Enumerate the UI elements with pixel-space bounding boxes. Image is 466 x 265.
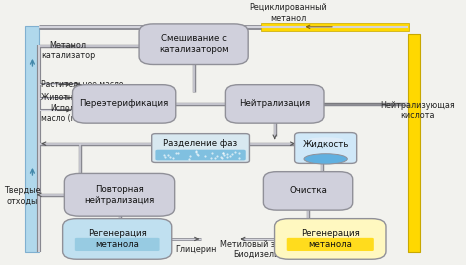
Point [232, 150, 239, 154]
Point [192, 149, 199, 153]
Point [194, 153, 202, 157]
Point [223, 154, 231, 159]
Text: Жидкость: Жидкость [302, 140, 349, 149]
FancyBboxPatch shape [263, 172, 353, 210]
Bar [408, 34, 420, 252]
Point [175, 151, 182, 155]
Point [212, 156, 219, 160]
Point [218, 156, 226, 160]
Text: Метанол
катализатор: Метанол катализатор [41, 41, 95, 60]
Text: Переэтерификация: Переэтерификация [80, 99, 169, 108]
Point [167, 155, 174, 159]
Point [207, 156, 215, 160]
FancyBboxPatch shape [155, 150, 246, 160]
FancyBboxPatch shape [139, 24, 248, 64]
Text: Метиловый эфир
Биодизель: Метиловый эфир Биодизель [220, 240, 292, 259]
FancyBboxPatch shape [64, 173, 175, 216]
FancyBboxPatch shape [287, 238, 374, 251]
Point [162, 155, 169, 159]
Text: Животный жир: Животный жир [41, 93, 103, 102]
Point [186, 153, 194, 158]
Point [235, 151, 242, 155]
Point [235, 156, 243, 160]
Point [219, 151, 227, 156]
Bar [26, 26, 39, 252]
Point [208, 151, 216, 156]
Point [226, 154, 233, 158]
Point [192, 150, 200, 154]
FancyBboxPatch shape [75, 238, 159, 251]
Text: Использованное
масло (после жарки): Использованное масло (после жарки) [41, 104, 125, 123]
Point [213, 154, 220, 158]
Point [160, 152, 167, 157]
Text: Рециклированный
метанол: Рециклированный метанол [250, 3, 328, 23]
Point [201, 154, 209, 158]
Ellipse shape [304, 154, 347, 164]
FancyBboxPatch shape [226, 85, 324, 123]
Point [218, 155, 225, 160]
Text: Глицерин: Глицерин [175, 245, 217, 254]
Bar [261, 23, 409, 31]
FancyBboxPatch shape [295, 132, 356, 164]
Text: Повторная
нейтрализация: Повторная нейтрализация [84, 185, 155, 205]
Point [193, 152, 200, 156]
Ellipse shape [308, 137, 343, 142]
FancyBboxPatch shape [274, 219, 386, 259]
Point [229, 152, 236, 156]
FancyBboxPatch shape [152, 134, 249, 162]
FancyBboxPatch shape [73, 85, 176, 123]
Point [219, 151, 226, 155]
Text: Регенерация
метанола: Регенерация метанола [88, 229, 147, 249]
Point [223, 152, 231, 156]
Point [172, 151, 179, 155]
Text: Нейтрализация: Нейтрализация [239, 99, 310, 108]
Point [169, 156, 176, 160]
Point [220, 153, 227, 157]
Text: Регенерация
метанола: Регенерация метанола [301, 229, 360, 249]
Text: Смешивание с
катализатором: Смешивание с катализатором [159, 34, 228, 54]
Text: Твердые
отходы: Твердые отходы [4, 186, 40, 206]
Text: Нейтрализующая
кислота: Нейтрализующая кислота [381, 101, 455, 120]
FancyBboxPatch shape [62, 219, 172, 259]
Point [164, 153, 171, 157]
Text: Разделение фаз: Разделение фаз [164, 139, 238, 148]
Text: Очистка: Очистка [289, 186, 327, 195]
Text: Растительное масло: Растительное масло [41, 80, 123, 89]
Point [185, 157, 192, 161]
